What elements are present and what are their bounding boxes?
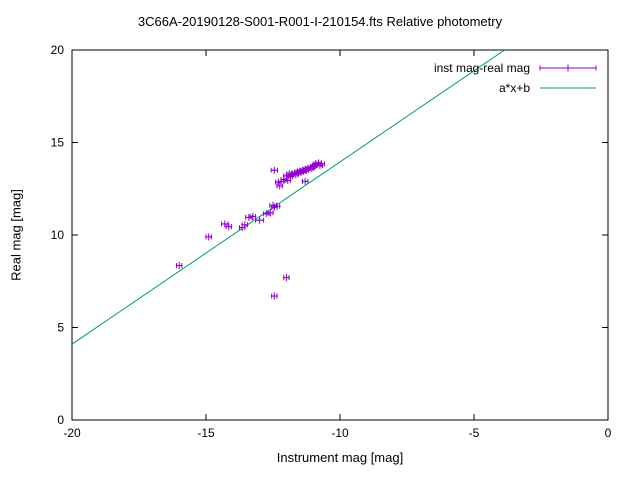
data-point: [262, 210, 270, 218]
x-tick-label: -5: [469, 426, 480, 440]
data-point: [301, 177, 309, 185]
y-tick-label: 15: [51, 136, 65, 150]
data-point: [273, 202, 281, 210]
x-tick-label: 0: [605, 426, 612, 440]
plot-border: [71, 49, 609, 421]
data-point: [266, 209, 274, 217]
y-tick-label: 0: [57, 413, 64, 427]
y-tick-label: 10: [51, 228, 65, 242]
data-point: [270, 166, 279, 174]
data-point: [255, 216, 265, 224]
data-point: [316, 162, 324, 170]
data-point: [282, 274, 290, 282]
data-point: [221, 220, 229, 228]
chart-title: 3C66A-20190128-S001-R001-I-210154.fts Re…: [137, 14, 503, 29]
data-point: [241, 221, 249, 229]
x-axis-label: Instrument mag [mag]: [276, 450, 404, 465]
data-points: [175, 159, 325, 300]
data-point: [175, 262, 183, 270]
y-tick-label: 20: [51, 43, 65, 57]
data-point: [225, 223, 233, 231]
legend-label-line: a*x+b: [499, 81, 530, 95]
data-point: [270, 292, 278, 300]
data-point: [276, 182, 284, 190]
data-point: [317, 160, 325, 168]
y-tick-label: 5: [57, 321, 64, 335]
x-tick-label: -15: [197, 426, 215, 440]
fit-line: [72, 50, 506, 345]
data-point: [284, 176, 292, 184]
legend-sample-points: [539, 64, 597, 72]
legend-label-points: inst mag-real mag: [434, 61, 530, 75]
data-point: [245, 213, 253, 221]
x-tick-label: -10: [331, 426, 349, 440]
data-point: [269, 201, 277, 209]
x-tick-label: -20: [63, 426, 81, 440]
data-point: [205, 233, 213, 241]
